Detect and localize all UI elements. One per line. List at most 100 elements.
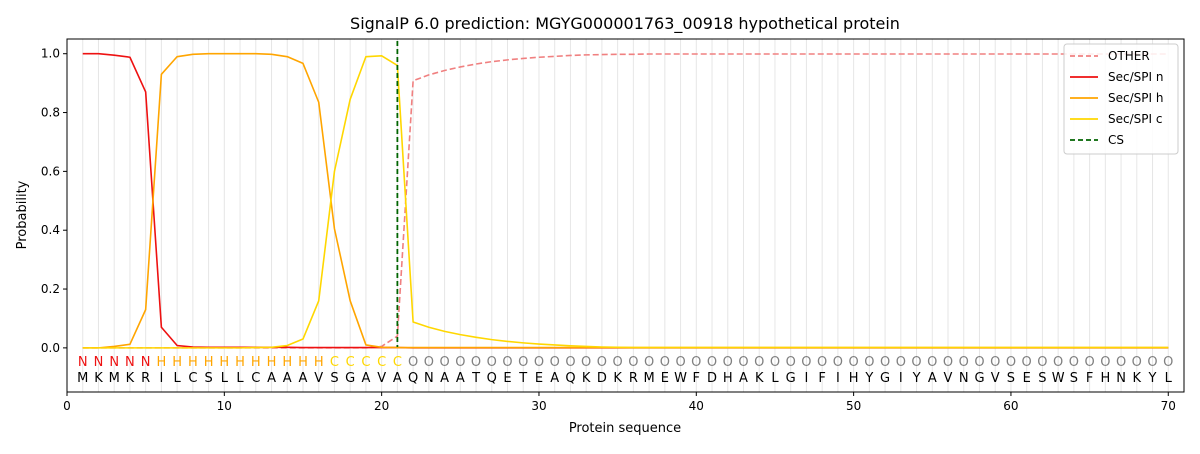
region-label: O bbox=[471, 355, 481, 370]
residue-label: A bbox=[440, 371, 449, 386]
region-label: O bbox=[565, 355, 575, 370]
residue-label: A bbox=[393, 371, 402, 386]
plot-frame bbox=[66, 38, 1185, 393]
residue-label: E bbox=[661, 371, 669, 386]
region-label: O bbox=[1100, 355, 1110, 370]
residue-label: Q bbox=[487, 371, 497, 386]
residue-label: T bbox=[471, 371, 480, 386]
region-label: O bbox=[1116, 355, 1126, 370]
residue-label: H bbox=[1100, 371, 1110, 386]
residue-label: T bbox=[518, 371, 527, 386]
region-label: O bbox=[1069, 355, 1079, 370]
residue-label: F bbox=[818, 371, 825, 386]
region-label: O bbox=[754, 355, 764, 370]
residue-label: A bbox=[283, 371, 292, 386]
region-label: O bbox=[801, 355, 811, 370]
region-label: H bbox=[157, 355, 167, 370]
region-label: H bbox=[298, 355, 308, 370]
x-tick-label: 40 bbox=[689, 399, 704, 413]
residue-label: I bbox=[836, 371, 840, 386]
residue-label: E bbox=[503, 371, 511, 386]
residue-label: E bbox=[1023, 371, 1031, 386]
region-label: O bbox=[849, 355, 859, 370]
region-label: O bbox=[864, 355, 874, 370]
residue-label: N bbox=[959, 371, 969, 386]
residue-label: A bbox=[550, 371, 559, 386]
region-label: O bbox=[581, 355, 591, 370]
region-label: O bbox=[927, 355, 937, 370]
region-label: O bbox=[959, 355, 969, 370]
legend-box bbox=[1063, 43, 1179, 155]
residue-label: M bbox=[109, 371, 120, 386]
legend: OTHER Sec/SPI n Sec/SPI h Sec/SPI c CS bbox=[1063, 43, 1179, 155]
region-label: O bbox=[660, 355, 670, 370]
residue-label: H bbox=[723, 371, 733, 386]
residue-label: C bbox=[188, 371, 197, 386]
residue-label: D bbox=[597, 371, 607, 386]
region-label: H bbox=[251, 355, 261, 370]
axes: 0 10 20 30 40 50 60 70 0.0 0.2 0.4 0.6 0.8 1.0 bbox=[41, 47, 1176, 413]
region-label: O bbox=[534, 355, 544, 370]
residue-label: L bbox=[771, 371, 779, 386]
residue-label: M bbox=[77, 371, 88, 386]
region-label: O bbox=[990, 355, 1000, 370]
region-label: O bbox=[1163, 355, 1173, 370]
residue-label: A bbox=[299, 371, 308, 386]
residue-label: W bbox=[1052, 371, 1065, 386]
residue-label: G bbox=[974, 371, 984, 386]
residue-label: L bbox=[174, 371, 182, 386]
residue-label: L bbox=[221, 371, 229, 386]
residue-label: A bbox=[267, 371, 276, 386]
region-label: O bbox=[880, 355, 890, 370]
residue-label: E bbox=[535, 371, 543, 386]
region-label: O bbox=[1022, 355, 1032, 370]
legend-label: Sec/SPI n bbox=[1108, 70, 1163, 84]
residue-label: A bbox=[928, 371, 937, 386]
residue-label: Q bbox=[408, 371, 418, 386]
region-label: C bbox=[361, 355, 370, 370]
residue-label: S bbox=[1038, 371, 1046, 386]
sequence-labels: NMNKNMNKNRHIHLHCHSHLHLHCHAHAHAHVCSCGCACV… bbox=[77, 355, 1173, 386]
legend-label: Sec/SPI h bbox=[1108, 91, 1163, 105]
residue-label: A bbox=[739, 371, 748, 386]
region-label: O bbox=[502, 355, 512, 370]
region-label: O bbox=[911, 355, 921, 370]
region-label: O bbox=[1053, 355, 1063, 370]
residue-label: F bbox=[1086, 371, 1093, 386]
region-label: N bbox=[125, 355, 135, 370]
y-tick-label: 0.8 bbox=[41, 106, 60, 120]
region-label: H bbox=[267, 355, 277, 370]
region-label: O bbox=[597, 355, 607, 370]
region-label: O bbox=[550, 355, 560, 370]
region-label: H bbox=[282, 355, 292, 370]
x-tick-label: 10 bbox=[217, 399, 232, 413]
region-label: O bbox=[833, 355, 843, 370]
residue-label: A bbox=[456, 371, 465, 386]
region-label: O bbox=[707, 355, 717, 370]
residue-label: Y bbox=[1148, 371, 1157, 386]
x-tick-label: 30 bbox=[531, 399, 546, 413]
residue-label: I bbox=[805, 371, 809, 386]
y-tick-label: 0.4 bbox=[41, 223, 60, 237]
region-label: O bbox=[817, 355, 827, 370]
region-label: O bbox=[408, 355, 418, 370]
region-label: O bbox=[1006, 355, 1016, 370]
x-tick-label: 0 bbox=[63, 399, 71, 413]
residue-label: S bbox=[1007, 371, 1015, 386]
region-label: O bbox=[723, 355, 733, 370]
residue-label: K bbox=[1133, 371, 1142, 386]
region-label: O bbox=[943, 355, 953, 370]
region-label: C bbox=[377, 355, 386, 370]
region-label: O bbox=[675, 355, 685, 370]
region-label: O bbox=[786, 355, 796, 370]
region-label: H bbox=[172, 355, 182, 370]
region-label: H bbox=[188, 355, 198, 370]
region-label: O bbox=[770, 355, 780, 370]
residue-label: S bbox=[1070, 371, 1078, 386]
region-label: C bbox=[330, 355, 339, 370]
residue-label: K bbox=[582, 371, 591, 386]
residue-label: V bbox=[944, 371, 953, 386]
region-label: N bbox=[78, 355, 88, 370]
